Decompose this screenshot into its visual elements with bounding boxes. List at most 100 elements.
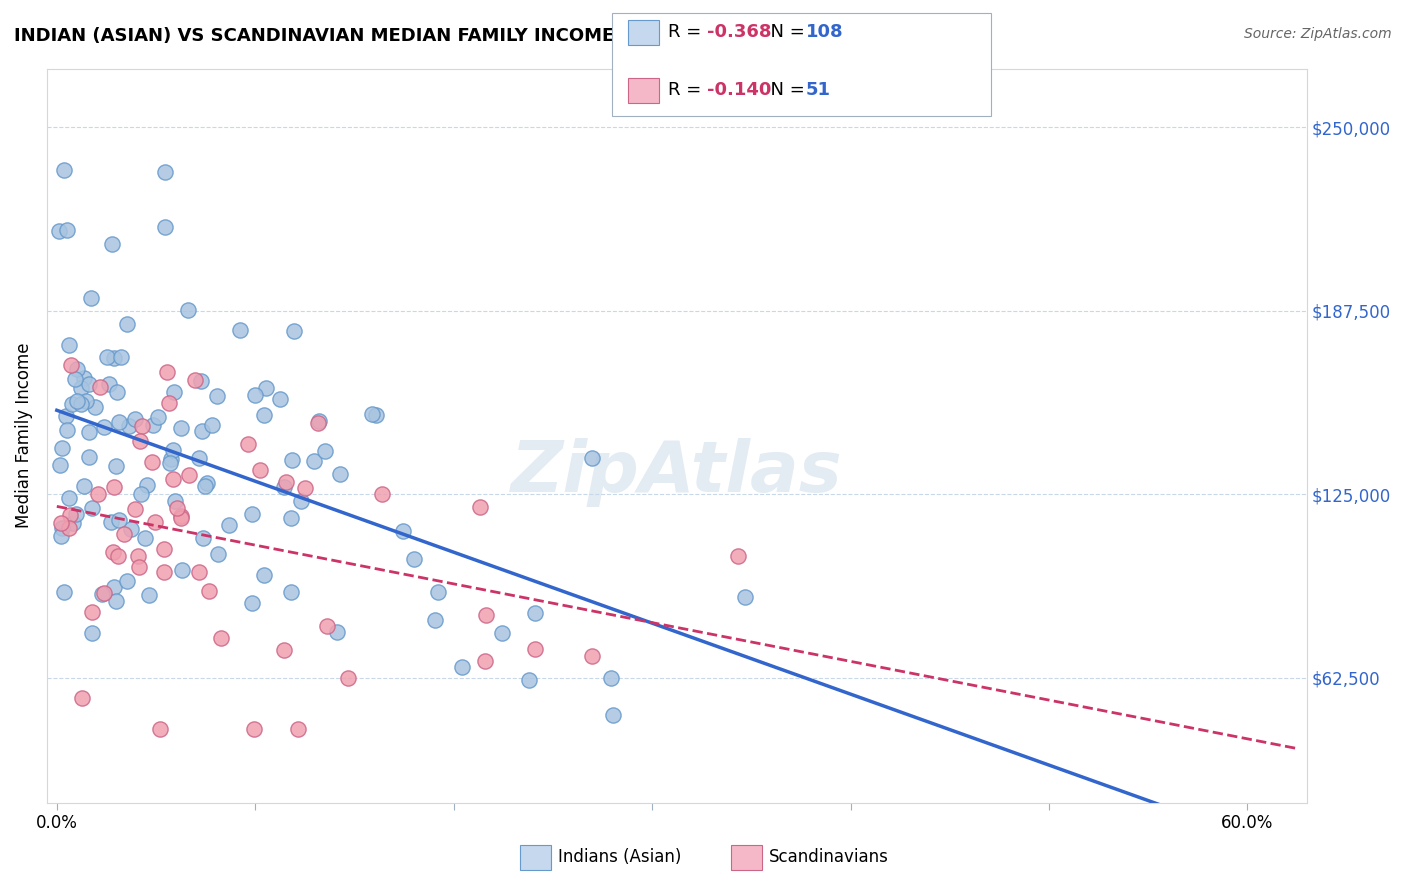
Point (253, 408, 276, 422)
Point (184, 373, 207, 387)
Point (404, 552, 426, 566)
Point (73, 479, 96, 493)
Text: ZipAtlas: ZipAtlas (510, 438, 842, 507)
Text: 51: 51 (806, 81, 831, 99)
Point (294, 481, 316, 495)
Point (51, 516, 73, 531)
Point (316, 618, 339, 632)
Point (110, 350, 132, 364)
Point (249, 463, 271, 477)
Point (135, 478, 157, 492)
Point (329, 467, 352, 482)
Point (143, 515, 166, 529)
Point (49, 458, 72, 472)
Point (188, 451, 211, 466)
Point (314, 444, 336, 458)
Point (170, 421, 193, 435)
Point (129, 434, 152, 448)
Point (326, 625, 349, 640)
Point (53, 585, 76, 599)
Point (155, 365, 177, 379)
Point (59, 358, 82, 372)
Text: Scandinavians: Scandinavians (769, 848, 889, 866)
Point (602, 707, 624, 722)
Point (58, 338, 80, 352)
Point (475, 608, 498, 623)
Point (83, 401, 105, 415)
Point (51, 441, 73, 455)
Point (243, 722, 266, 736)
Point (149, 722, 172, 736)
Point (517, 673, 540, 688)
Point (162, 472, 184, 486)
Text: -0.140: -0.140 (707, 81, 772, 99)
Point (581, 648, 603, 663)
Point (194, 479, 217, 493)
Point (100, 236, 122, 251)
Point (523, 642, 546, 657)
Point (160, 452, 183, 467)
Point (190, 374, 212, 388)
Text: INDIAN (ASIAN) VS SCANDINAVIAN MEDIAN FAMILY INCOME CORRELATION CHART: INDIAN (ASIAN) VS SCANDINAVIAN MEDIAN FA… (14, 27, 835, 45)
Point (87, 487, 110, 501)
Point (63, 371, 86, 385)
Point (179, 467, 201, 482)
Point (134, 531, 156, 545)
Point (131, 419, 153, 434)
Point (66, 393, 89, 408)
Point (269, 392, 291, 406)
Point (141, 455, 163, 469)
Point (240, 507, 263, 521)
Point (163, 385, 186, 400)
Point (117, 317, 139, 331)
Point (170, 508, 193, 523)
Point (120, 522, 142, 536)
Text: N =: N = (759, 81, 811, 99)
Point (287, 722, 309, 736)
Point (283, 324, 305, 338)
Point (290, 494, 312, 508)
Point (280, 453, 302, 467)
Point (80, 291, 103, 305)
Point (280, 511, 302, 525)
Point (209, 631, 232, 645)
Point (72, 690, 94, 705)
Point (60, 397, 83, 411)
Point (253, 568, 276, 582)
Point (308, 414, 330, 428)
Point (153, 541, 176, 556)
Point (96, 350, 118, 364)
Point (273, 480, 295, 494)
Point (77, 376, 100, 391)
Point (187, 565, 209, 579)
Point (108, 513, 131, 527)
Point (474, 654, 496, 668)
Point (70, 397, 93, 411)
Text: Source: ZipAtlas.com: Source: ZipAtlas.com (1244, 27, 1392, 41)
Point (103, 351, 125, 365)
Point (159, 457, 181, 471)
Point (153, 165, 176, 179)
Point (218, 518, 240, 533)
Text: -0.368: -0.368 (707, 23, 772, 41)
Point (243, 387, 266, 401)
Point (163, 494, 186, 508)
Point (76, 393, 98, 408)
Text: R =: R = (668, 23, 707, 41)
Point (468, 500, 491, 514)
Point (108, 415, 131, 429)
Point (107, 549, 129, 564)
Point (280, 584, 302, 599)
Point (93, 419, 115, 434)
Point (423, 613, 446, 627)
Point (148, 410, 170, 425)
Point (734, 590, 756, 604)
Point (254, 382, 277, 396)
Point (100, 516, 122, 530)
Point (176, 303, 198, 318)
Point (59, 508, 82, 522)
Point (142, 417, 165, 432)
Point (124, 412, 146, 426)
Point (153, 566, 176, 580)
Point (53, 163, 76, 178)
